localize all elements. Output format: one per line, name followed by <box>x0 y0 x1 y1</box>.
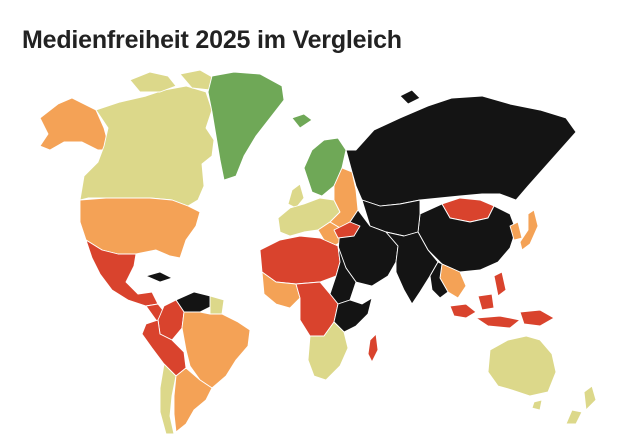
region-brazil[interactable] <box>181 311 251 389</box>
region-papua[interactable] <box>519 309 555 327</box>
region-philippines[interactable] <box>493 271 507 297</box>
region-alaska[interactable] <box>39 97 111 151</box>
region-russia[interactable] <box>345 95 577 207</box>
region-southern-africa[interactable] <box>307 321 349 381</box>
region-west-africa[interactable] <box>261 271 301 309</box>
region-australia[interactable] <box>487 335 557 397</box>
region-north-africa[interactable] <box>259 235 341 285</box>
region-arctic-islands[interactable] <box>129 71 177 93</box>
region-iceland[interactable] <box>291 113 313 129</box>
region-chile[interactable] <box>159 363 177 435</box>
region-colombia[interactable] <box>157 299 185 341</box>
region-new-zealand[interactable] <box>583 385 597 411</box>
region-indonesia-2[interactable] <box>475 315 521 329</box>
region-india[interactable] <box>385 231 439 305</box>
region-greenland[interactable] <box>207 71 285 181</box>
region-korea[interactable] <box>509 221 523 241</box>
map-title: Medienfreiheit 2025 im Vergleich <box>22 26 402 54</box>
region-tasmania[interactable] <box>531 399 543 411</box>
region-uk[interactable] <box>287 183 305 209</box>
region-indonesia-3[interactable] <box>477 293 495 311</box>
region-arctic-russia[interactable] <box>399 89 421 105</box>
region-mexico[interactable] <box>85 239 159 307</box>
region-east-africa[interactable] <box>333 297 373 333</box>
region-madagascar[interactable] <box>367 333 379 363</box>
region-canada[interactable] <box>79 85 215 207</box>
region-guyana[interactable] <box>209 295 225 315</box>
region-cuba[interactable] <box>145 271 173 283</box>
region-japan[interactable] <box>519 209 539 251</box>
region-indonesia[interactable] <box>449 303 477 319</box>
region-argentina[interactable] <box>173 367 213 433</box>
region-new-zealand-2[interactable] <box>565 409 583 425</box>
region-scandinavia[interactable] <box>303 137 347 197</box>
region-china[interactable] <box>417 203 517 273</box>
region-myanmar[interactable] <box>429 261 449 299</box>
region-turkey[interactable] <box>333 221 361 239</box>
